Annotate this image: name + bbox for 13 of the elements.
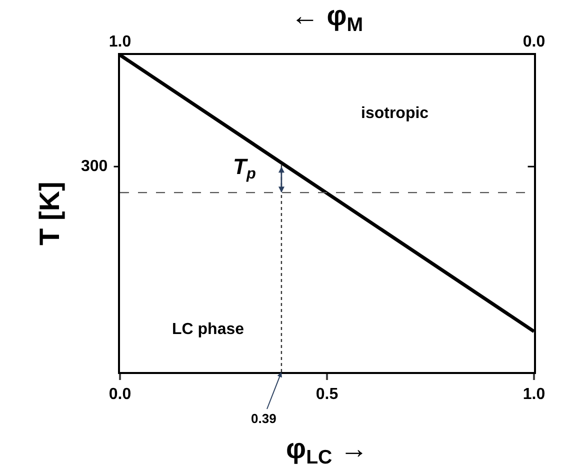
text: 300 xyxy=(81,158,108,175)
x-tick-label: 0.5 xyxy=(316,386,338,404)
x-tick-label: 0.0 xyxy=(108,386,132,404)
y-axis-title: T [K] xyxy=(34,182,66,246)
x2-axis-title: ← φ$_{M}$ xyxy=(290,0,364,36)
ref-line-label: T$_{p}$ xyxy=(233,154,256,183)
x2-tick-label: 1.0 xyxy=(108,34,132,51)
x2-tick-label: 0.0 xyxy=(522,34,546,51)
ref-line-label: 0.39 xyxy=(251,411,276,426)
annotation: isotropic xyxy=(361,105,429,122)
annotation: LC phase xyxy=(172,321,244,338)
x-axis-title: φ$_{LC}$ → xyxy=(286,432,368,469)
x-tick-label: 1.0 xyxy=(522,386,546,404)
